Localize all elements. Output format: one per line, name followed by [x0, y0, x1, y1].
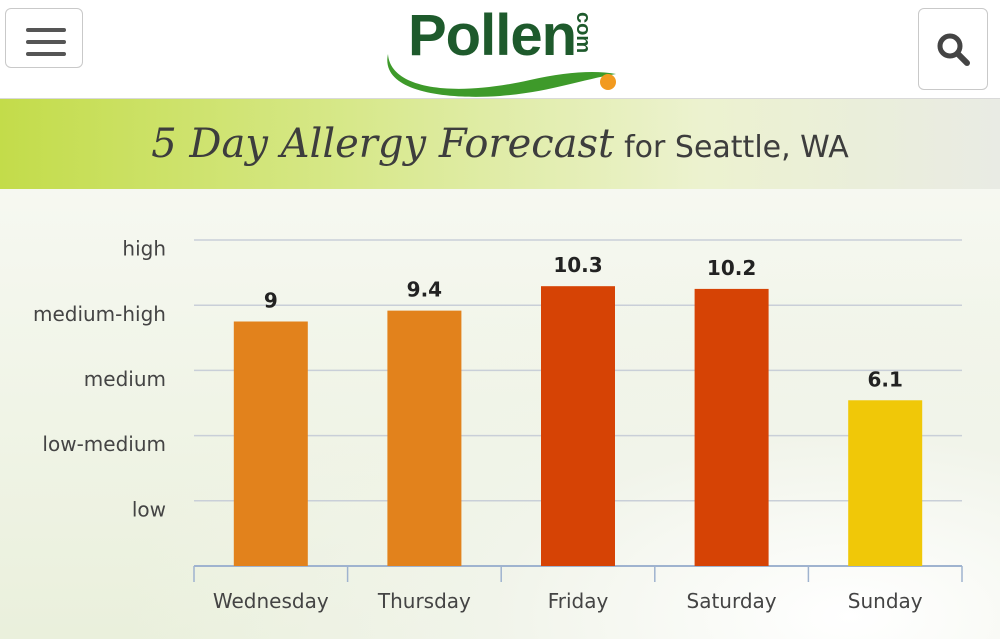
y-level-label: medium	[84, 367, 166, 391]
x-tick-label: Sunday	[848, 589, 923, 613]
banner-title: 5 Day Allergy Forecast for Seattle, WA	[0, 99, 1000, 189]
search-button[interactable]	[918, 8, 988, 90]
hamburger-menu-icon-line	[26, 40, 66, 44]
hamburger-menu-icon-line	[26, 52, 66, 56]
logo-text: Pollen	[408, 3, 577, 68]
y-level-label: high	[122, 237, 166, 261]
bar-value-label: 9	[264, 289, 278, 313]
bar-saturday[interactable]	[694, 288, 769, 566]
bar-friday[interactable]	[541, 286, 615, 566]
y-level-label: low-medium	[42, 432, 166, 456]
menu-button[interactable]	[5, 8, 83, 68]
bar-value-label: 6.1	[867, 367, 902, 391]
logo-dot-icon	[600, 74, 616, 90]
logo-swoosh-icon	[387, 54, 616, 97]
bar-sunday[interactable]	[848, 400, 923, 566]
bar-value-label: 10.2	[707, 256, 756, 280]
logo-suffix: com	[572, 12, 594, 54]
page-subtitle: for Seattle, WA	[624, 129, 849, 165]
bar-thursday[interactable]	[387, 310, 462, 566]
x-tick-label: Wednesday	[213, 589, 329, 613]
y-level-label: low	[132, 497, 166, 521]
x-tick-label: Saturday	[687, 589, 777, 613]
forecast-banner: 5 Day Allergy Forecast for Seattle, WA	[0, 99, 1000, 189]
allergy-forecast-chart: low low-medium medium medium-high high 9 Wedne…	[33, 237, 963, 613]
bar-value-label: 10.3	[553, 253, 602, 277]
search-icon	[937, 33, 970, 66]
pollen-logo[interactable]: Pollen com	[380, 2, 630, 97]
y-level-label: medium-high	[33, 302, 166, 326]
x-tick-label: Friday	[548, 589, 609, 613]
bar-wednesday[interactable]	[233, 321, 308, 567]
x-tick-label: Thursday	[377, 589, 471, 613]
hamburger-menu-icon	[26, 28, 66, 32]
chart-area: low low-medium medium medium-high high 9 Wedne…	[0, 189, 1000, 639]
bar-value-label: 9.4	[407, 278, 442, 302]
page-title: 5 Day Allergy Forecast	[151, 121, 615, 167]
top-bar: Pollen com	[0, 0, 1000, 99]
